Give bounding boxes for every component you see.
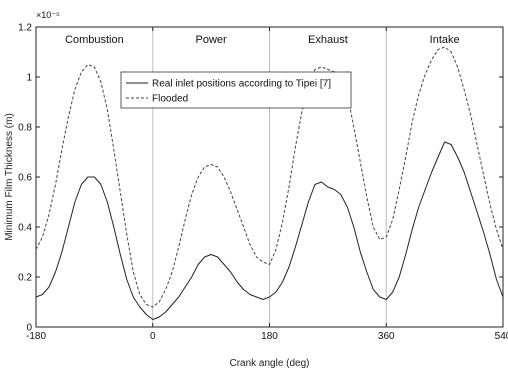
y-exponent-label: ×10⁻⁵ bbox=[36, 10, 60, 20]
phase-label: Combustion bbox=[65, 34, 124, 46]
y-tick-label: 0.8 bbox=[18, 123, 32, 134]
x-tick-label: 0 bbox=[150, 331, 156, 342]
y-tick-label: 0.2 bbox=[18, 273, 32, 284]
series-line-real-inlet bbox=[35, 141, 504, 320]
x-tick-label: -180 bbox=[26, 331, 46, 342]
series-line-flooded bbox=[35, 46, 504, 308]
legend-entry: Flooded bbox=[152, 94, 188, 105]
y-tick-label: 0.4 bbox=[18, 223, 32, 234]
y-tick-label: 1 bbox=[26, 73, 32, 84]
phase-labels: Combustion Power Exhaust Intake bbox=[65, 34, 460, 46]
legend-entry: Real inlet positions according to Tipei … bbox=[152, 79, 331, 90]
phase-label: Intake bbox=[430, 34, 460, 46]
y-tick-label: 0.6 bbox=[18, 173, 32, 184]
y-axis-ticks: 0 0.2 0.4 0.6 0.8 1 1.2 bbox=[18, 23, 503, 334]
y-axis-label: Minimum Film Thickness (m) bbox=[4, 113, 15, 241]
x-tick-label: 540 bbox=[495, 331, 508, 342]
y-tick-label: 1.2 bbox=[18, 23, 32, 34]
y-tick-label: 0 bbox=[26, 323, 32, 334]
series-layer bbox=[35, 46, 504, 320]
x-tick-label: 360 bbox=[378, 331, 395, 342]
phase-label: Exhaust bbox=[308, 34, 348, 46]
x-tick-label: 180 bbox=[261, 331, 278, 342]
phase-label: Power bbox=[196, 34, 228, 46]
x-axis-label: Crank angle (deg) bbox=[229, 358, 309, 369]
legend-box bbox=[120, 71, 352, 109]
legend: Real inlet positions according to Tipei … bbox=[120, 71, 352, 109]
